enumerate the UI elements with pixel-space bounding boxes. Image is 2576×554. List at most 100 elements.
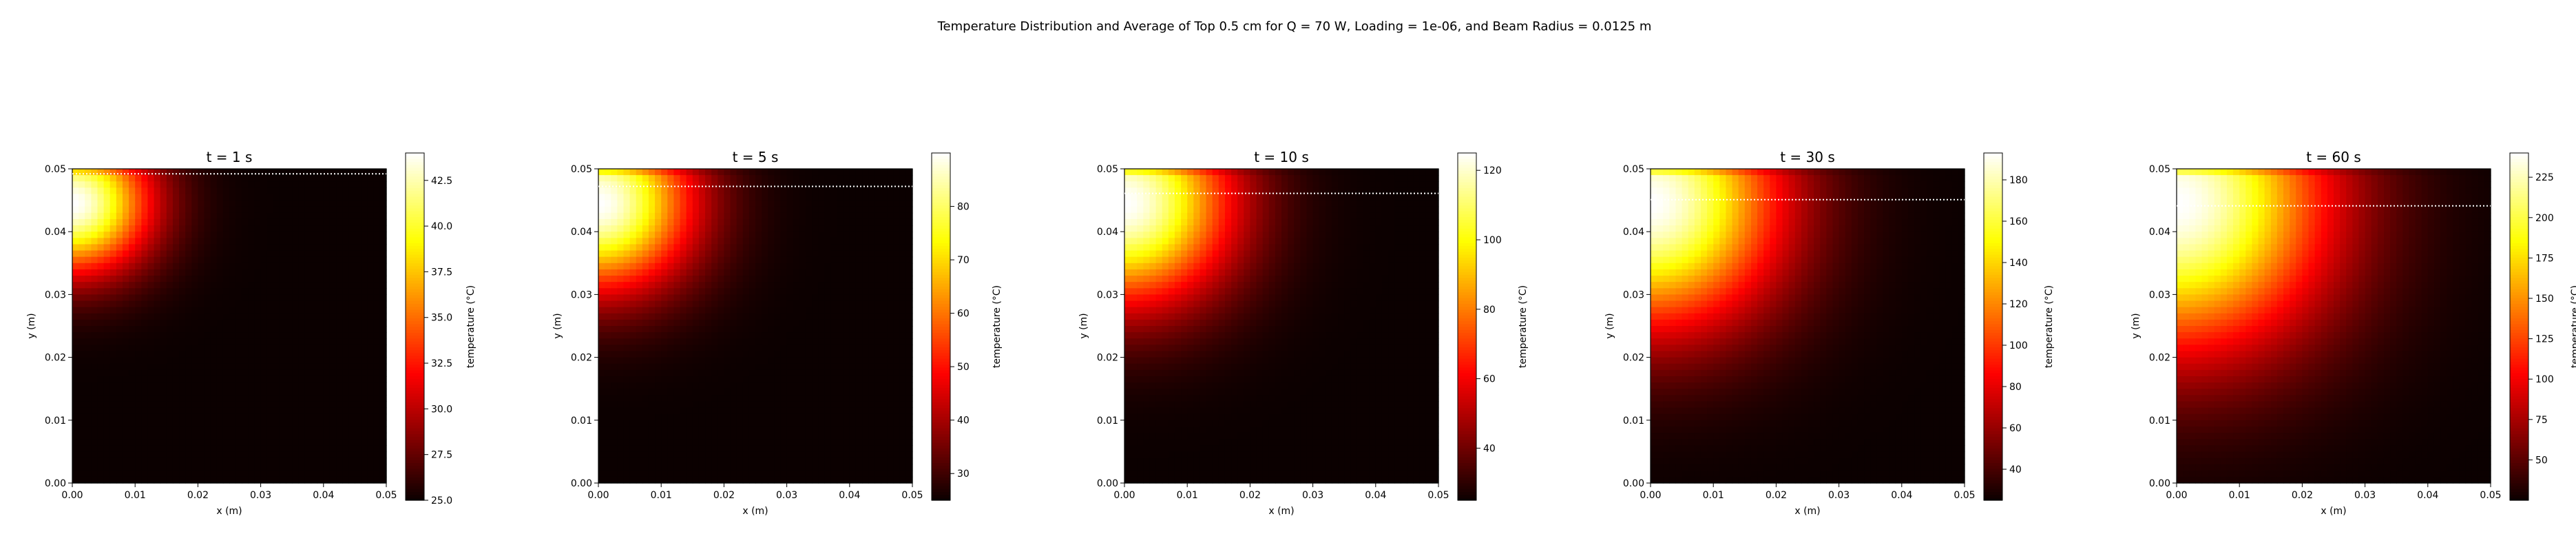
heatmap-cell (605, 300, 611, 308)
heatmap-cell (311, 300, 318, 308)
heatmap-cell (122, 476, 129, 484)
heatmap-cell (818, 288, 825, 295)
heatmap-cell (222, 363, 230, 371)
heatmap-cell (172, 420, 180, 427)
heatmap-cell (222, 338, 230, 345)
heatmap-cell (605, 351, 611, 358)
heatmap-cell (311, 439, 318, 446)
heatmap-cell (655, 326, 662, 333)
heatmap-cell (686, 288, 693, 295)
heatmap-cell (705, 369, 712, 377)
heatmap-cell (736, 276, 744, 283)
heatmap-cell (805, 426, 813, 433)
heatmap-cell (598, 470, 605, 478)
heatmap-cell (862, 326, 869, 333)
heatmap-cell (216, 263, 224, 270)
heatmap-cell (642, 407, 649, 415)
heatmap-cell (849, 413, 857, 421)
heatmap-cell (273, 326, 280, 333)
heatmap-cell (336, 363, 343, 371)
heatmap-cell (379, 413, 387, 421)
heatmap-cell (179, 206, 186, 214)
heatmap-cell (242, 276, 249, 283)
heatmap-cell (154, 238, 161, 245)
heatmap-cell (780, 401, 788, 409)
heatmap-cell (875, 326, 881, 333)
heatmap-cell (755, 439, 762, 446)
heatmap-cell (279, 194, 286, 201)
heatmap-cell (367, 288, 375, 295)
heatmap-cell (768, 413, 775, 421)
heatmap-cell (799, 326, 806, 333)
heatmap-cell (793, 225, 800, 232)
heatmap-cell (648, 276, 656, 283)
heatmap-cell (361, 307, 368, 314)
heatmap-cell (748, 256, 756, 264)
heatmap-cell (648, 338, 656, 345)
heatmap-cell (824, 382, 832, 389)
heatmap-cell (824, 326, 832, 333)
heatmap-cell (122, 313, 129, 320)
heatmap-cell (342, 445, 349, 452)
heatmap-cell (673, 232, 681, 238)
heatmap-cell (160, 326, 167, 333)
heatmap-cell (812, 458, 819, 465)
heatmap-cell (617, 401, 625, 409)
heatmap-cell (887, 244, 894, 252)
heatmap-cell (692, 401, 700, 409)
heatmap-cell (849, 326, 857, 333)
heatmap-cell (348, 276, 355, 283)
heatmap-cell (210, 420, 218, 427)
heatmap-cell (166, 218, 174, 226)
heatmap-cell (166, 294, 174, 302)
heatmap-cell (129, 282, 136, 289)
heatmap-cell (348, 357, 355, 365)
heatmap-cell (780, 256, 788, 264)
heatmap-cell (711, 389, 718, 396)
heatmap-cell (348, 319, 355, 327)
heatmap-cell (868, 263, 875, 270)
heatmap-cell (623, 357, 631, 365)
heatmap-cell (636, 458, 643, 465)
heatmap-cell (611, 332, 618, 339)
heatmap-cell (154, 407, 161, 415)
heatmap-cell (361, 288, 368, 295)
heatmap-cell (116, 181, 123, 188)
heatmap-cell (705, 382, 712, 389)
heatmap-cell (141, 363, 149, 371)
heatmap-cell (342, 181, 349, 188)
colorbar-step (406, 422, 424, 426)
heatmap-cell (135, 439, 142, 446)
heatmap-cell (135, 451, 142, 459)
heatmap-cell (222, 282, 230, 289)
heatmap-cell (680, 225, 687, 232)
heatmap-cell (799, 332, 806, 339)
heatmap-cell (774, 382, 782, 389)
heatmap-cell (611, 445, 618, 452)
heatmap-cell (185, 250, 192, 258)
heatmap-cell (304, 175, 312, 182)
heatmap-cell (824, 256, 832, 264)
heatmap-cell (636, 439, 643, 446)
heatmap-cell (135, 194, 142, 201)
heatmap-cell (768, 319, 775, 327)
heatmap-cell (805, 369, 813, 377)
heatmap-cell (730, 269, 737, 276)
heatmap-cell (629, 232, 637, 238)
heatmap-cell (680, 175, 687, 182)
heatmap-cell (705, 338, 712, 345)
heatmap-cell (122, 420, 129, 427)
heatmap-cell (78, 250, 85, 258)
heatmap-cell (198, 445, 205, 452)
heatmap-cell (266, 307, 274, 314)
heatmap-cell (680, 282, 687, 289)
heatmap-cell (692, 395, 700, 402)
heatmap-cell (379, 433, 387, 440)
heatmap-cell (780, 332, 788, 339)
heatmap-cell (824, 407, 832, 415)
heatmap-cell (298, 369, 306, 377)
heatmap-cell (673, 407, 681, 415)
heatmap-cell (348, 420, 355, 427)
heatmap-cell (686, 200, 693, 207)
heatmap-cell (793, 288, 800, 295)
